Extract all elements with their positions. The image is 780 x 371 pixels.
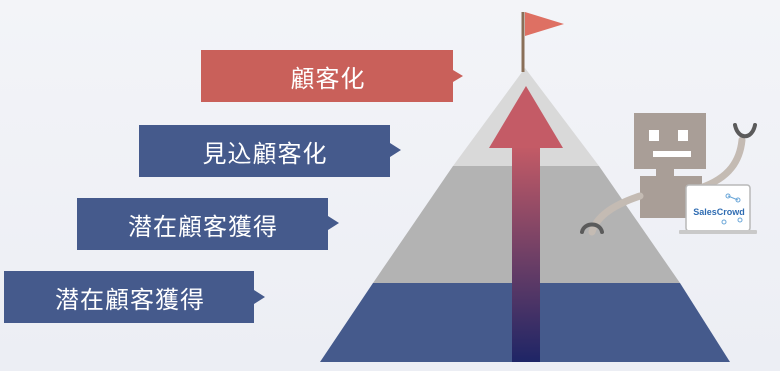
tier-banner-customer (201, 50, 463, 102)
tier-banner-potential-2 (4, 271, 265, 323)
tier-banner-prospect (139, 125, 401, 177)
tier-label-potential-2: 潜在顧客獲得 (55, 285, 205, 314)
laptop (679, 184, 757, 234)
growth-arrow (489, 86, 563, 362)
tier-label-prospect: 見込顧客化 (202, 139, 328, 168)
tier-label-potential-1: 潜在顧客獲得 (128, 212, 278, 241)
tier-label-customer: 顧客化 (290, 64, 366, 93)
laptop-logo-text: SalesCrowd (693, 207, 745, 217)
tier-banner-potential-1 (77, 198, 339, 250)
flag-icon (521, 12, 564, 72)
network-logo-icon (721, 193, 743, 225)
